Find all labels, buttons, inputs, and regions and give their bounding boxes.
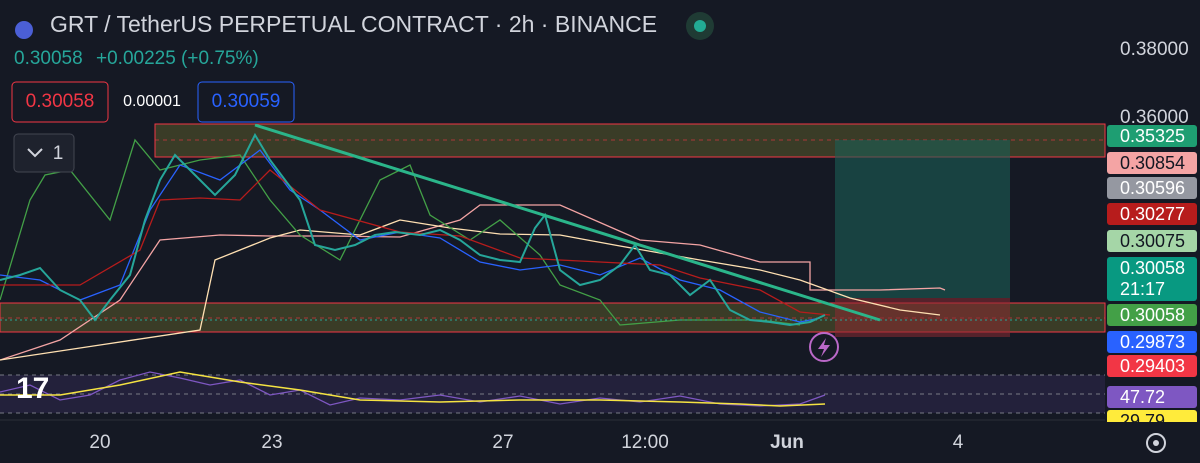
- title: GRT / TetherUS PERPETUAL CONTRACT · 2h ·…: [50, 11, 657, 37]
- price-tag-label: 0.30058: [1120, 258, 1185, 278]
- rsi-line: [0, 371, 826, 407]
- indicator-count: 1: [53, 143, 64, 164]
- rsi-tag: [1107, 386, 1197, 408]
- price-axis-label: 0.36000: [1120, 107, 1189, 128]
- price-change: +0.00225 (+0.75%): [96, 48, 259, 69]
- price-tag-label: 0.30854: [1120, 153, 1185, 173]
- price-tag-label: 0.30058: [1120, 305, 1185, 325]
- buy-price: 0.30059: [212, 91, 281, 112]
- sell-price: 0.30058: [26, 91, 95, 112]
- price-tag-label: 0.29403: [1120, 356, 1185, 376]
- symbol-icon: [15, 21, 33, 39]
- loss-box: [835, 298, 1010, 337]
- sell-button[interactable]: [11, 81, 109, 123]
- price-path: [0, 132, 826, 327]
- cloud-line: [0, 219, 941, 361]
- cloud-line: [0, 204, 946, 361]
- settings-button[interactable]: [1146, 433, 1166, 453]
- price-tag: [1107, 203, 1197, 225]
- price-tag: [1107, 304, 1197, 326]
- chevron: [27, 148, 43, 158]
- time-label: 23: [261, 432, 282, 453]
- price-tag-label: 0.35325: [1120, 126, 1185, 146]
- time-label: 4: [953, 432, 964, 453]
- time-label: 20: [89, 432, 110, 453]
- price-tag-label: 0.29873: [1120, 332, 1185, 352]
- price-tag-label: 0.30596: [1120, 178, 1185, 198]
- price-tag: [1107, 177, 1197, 199]
- price-tag-label: 0.30075: [1120, 231, 1185, 251]
- indicators-toggle[interactable]: [13, 133, 75, 173]
- rsi-ma: [0, 371, 826, 407]
- price-tag: [1107, 257, 1197, 301]
- logo: 17: [16, 372, 49, 405]
- lagging-line: [0, 138, 801, 326]
- price-axis-label: 0.38000: [1120, 39, 1189, 60]
- price-tag: [1107, 355, 1197, 377]
- time-label: 12:00: [621, 432, 669, 453]
- last-price: 0.30058: [14, 48, 83, 69]
- settings-dot: [1153, 440, 1159, 446]
- trendline: [254, 123, 881, 322]
- market-status-dot: [694, 20, 706, 32]
- price-tag-label: 0.30277: [1120, 204, 1185, 224]
- time-label: 27: [492, 432, 513, 453]
- time-axis-bg: [1105, 422, 1200, 463]
- price-tag: [1107, 230, 1197, 252]
- spread: 0.00001: [123, 93, 181, 110]
- price-tag: [1107, 331, 1197, 353]
- price-tag-time: 21:17: [1120, 279, 1165, 299]
- lightning-icon: [818, 338, 830, 357]
- profit-box: [835, 140, 1010, 298]
- alert-badge[interactable]: [809, 332, 839, 362]
- time-label: Jun: [770, 432, 804, 453]
- rsi-tag-label: 47.72: [1120, 387, 1165, 407]
- buy-button[interactable]: [197, 81, 295, 123]
- price-tag: [1107, 125, 1197, 147]
- price-tag: [1107, 152, 1197, 174]
